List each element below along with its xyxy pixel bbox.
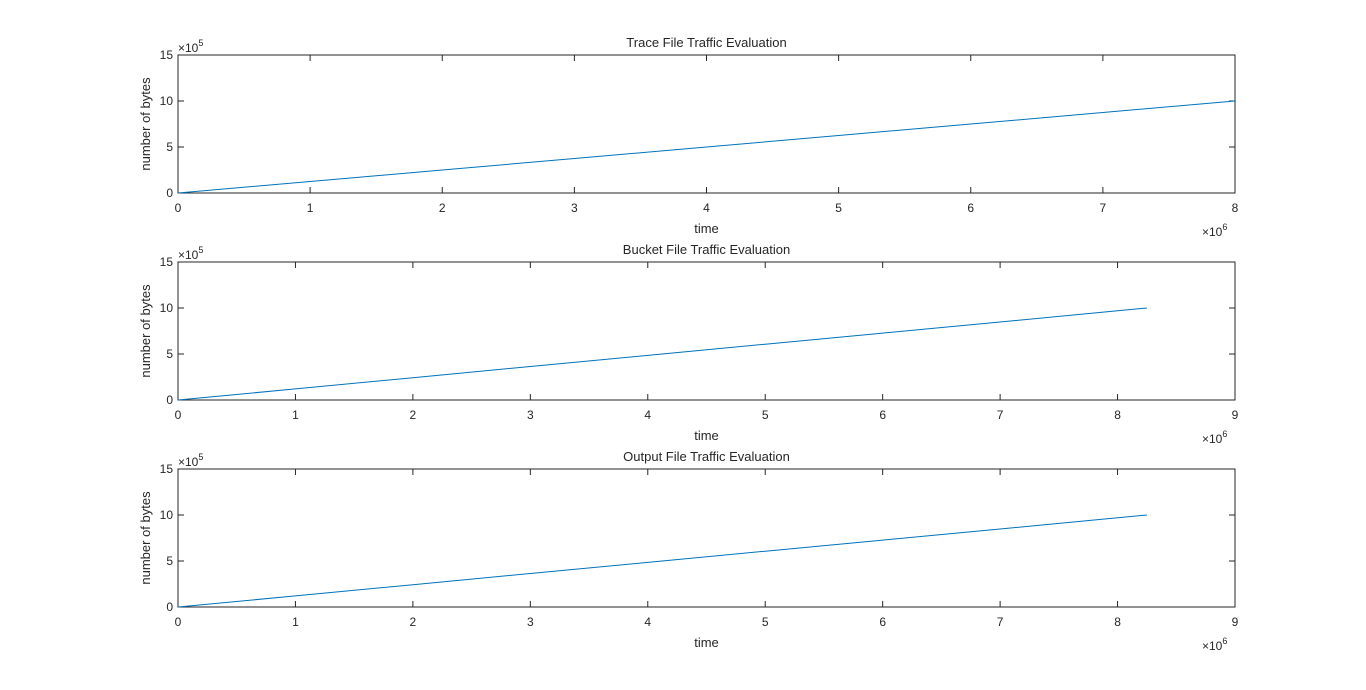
y-tick-label: 0	[166, 186, 173, 200]
x-tick-label: 8	[1114, 408, 1121, 422]
x-tick-label: 1	[292, 615, 299, 629]
x-exponent-base: ×10	[1202, 432, 1223, 446]
y-tick-label: 10	[160, 301, 174, 315]
y-tick-label: 10	[160, 94, 174, 108]
x-tick-label: 6	[967, 201, 974, 215]
axes-box	[177, 468, 1236, 608]
x-tick-label: 5	[762, 615, 769, 629]
y-tick-label: 15	[160, 255, 174, 269]
x-axis-label: time	[694, 221, 719, 236]
x-tick-label: 7	[997, 615, 1004, 629]
x-tick-label: 4	[703, 201, 710, 215]
axes-box	[177, 54, 1236, 194]
x-tick-label: 0	[175, 201, 182, 215]
x-exponent-power: 6	[1222, 429, 1227, 439]
chart-title: Output File Traffic Evaluation	[623, 449, 790, 464]
x-tick-label: 7	[1100, 201, 1107, 215]
chart-title: Bucket File Traffic Evaluation	[623, 242, 790, 257]
x-tick-label: 3	[527, 615, 534, 629]
y-axis-label: number of bytes	[138, 491, 153, 585]
x-tick-label: 3	[527, 408, 534, 422]
y-axis-label: number of bytes	[138, 284, 153, 378]
x-tick-label: 9	[1232, 408, 1239, 422]
x-exponent-label: ×106	[1202, 222, 1227, 239]
y-exponent-power: 5	[198, 38, 203, 48]
series-line-1	[177, 100, 1236, 194]
x-tick-label: 2	[410, 615, 417, 629]
y-tick-label: 0	[166, 393, 173, 407]
chart-title: Trace File Traffic Evaluation	[626, 35, 786, 50]
x-tick-label: 2	[410, 408, 417, 422]
x-tick-label: 9	[1232, 615, 1239, 629]
x-tick-label: 4	[644, 615, 651, 629]
subplot-1: 0 1 2 3 4 5 6 7 8 0 5 10 15 Trace File Traffic Evalua…	[138, 35, 1239, 239]
subplot-3: 0 1 2 3 4 5 6 7 8 9 0 5 10 15 Output File Traffic Eval…	[138, 449, 1239, 653]
y-tick-label: 15	[160, 48, 174, 62]
x-tick-label: 0	[175, 615, 182, 629]
x-tick-label: 8	[1232, 201, 1239, 215]
y-exponent-base: ×10	[178, 41, 199, 55]
subplot-2: 0 1 2 3 4 5 6 7 8 9 0 5 10 15 Bucket File Traffic Eval…	[138, 242, 1239, 446]
x-tick-label: 8	[1114, 615, 1121, 629]
x-tick-label: 7	[997, 408, 1004, 422]
x-tick-label: 3	[571, 201, 578, 215]
x-tick-label: 0	[175, 408, 182, 422]
x-exponent-power: 6	[1222, 222, 1227, 232]
x-exponent-base: ×10	[1202, 639, 1223, 653]
y-tick-label: 5	[166, 347, 173, 361]
x-exponent-label: ×106	[1202, 429, 1227, 446]
x-tick-label: 2	[439, 201, 446, 215]
x-tick-label: 6	[879, 615, 886, 629]
y-exponent-label: ×105	[178, 245, 203, 262]
y-exponent-base: ×10	[178, 455, 199, 469]
x-axis-label: time	[694, 635, 719, 650]
y-tick-label: 0	[166, 600, 173, 614]
series-line-1	[177, 307, 1147, 401]
y-exponent-label: ×105	[178, 452, 203, 469]
x-tick-label: 6	[879, 408, 886, 422]
x-tick-label: 5	[762, 408, 769, 422]
x-axis-label: time	[694, 428, 719, 443]
y-tick-label: 10	[160, 508, 174, 522]
x-exponent-power: 6	[1222, 636, 1227, 646]
y-tick-label: 15	[160, 462, 174, 476]
x-tick-label: 1	[307, 201, 314, 215]
y-exponent-power: 5	[198, 245, 203, 255]
y-axis-label: number of bytes	[138, 77, 153, 171]
x-tick-label: 4	[644, 408, 651, 422]
y-tick-label: 5	[166, 554, 173, 568]
series-line-1	[177, 514, 1147, 608]
x-tick-label: 1	[292, 408, 299, 422]
y-exponent-power: 5	[198, 452, 203, 462]
y-tick-label: 5	[166, 140, 173, 154]
y-exponent-label: ×105	[178, 38, 203, 55]
axes-box	[177, 261, 1236, 401]
x-exponent-label: ×106	[1202, 636, 1227, 653]
x-tick-label: 5	[835, 201, 842, 215]
x-exponent-base: ×10	[1202, 225, 1223, 239]
y-exponent-base: ×10	[178, 248, 199, 262]
